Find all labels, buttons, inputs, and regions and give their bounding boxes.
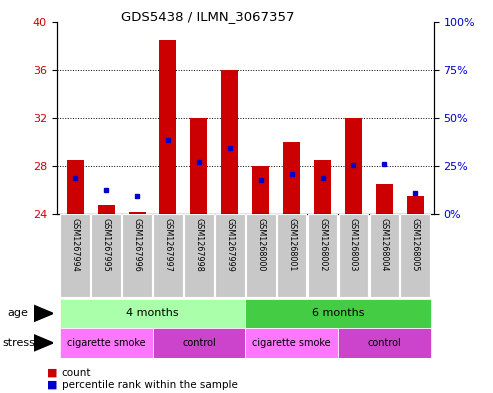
Text: GSM1267997: GSM1267997: [164, 219, 173, 272]
Text: age: age: [7, 309, 28, 318]
Bar: [246, 214, 276, 297]
Text: ■: ■: [47, 367, 57, 378]
Text: GDS5438 / ILMN_3067357: GDS5438 / ILMN_3067357: [121, 10, 294, 23]
Polygon shape: [34, 305, 53, 321]
Text: GSM1267999: GSM1267999: [225, 219, 234, 272]
Text: count: count: [62, 367, 91, 378]
Bar: [407, 196, 424, 214]
Bar: [129, 212, 145, 214]
Text: GSM1268005: GSM1268005: [411, 219, 420, 272]
Bar: [215, 214, 245, 297]
Text: stress: stress: [2, 338, 35, 348]
Bar: [339, 214, 368, 297]
Text: GSM1267996: GSM1267996: [133, 219, 141, 272]
Text: 4 months: 4 months: [126, 309, 179, 318]
Bar: [67, 160, 84, 214]
Text: control: control: [367, 338, 401, 348]
Bar: [60, 328, 152, 358]
Text: cigarette smoke: cigarette smoke: [67, 338, 145, 348]
Bar: [122, 214, 152, 297]
Text: ■: ■: [47, 380, 57, 390]
Text: percentile rank within the sample: percentile rank within the sample: [62, 380, 238, 390]
Bar: [184, 214, 214, 297]
Text: GSM1267994: GSM1267994: [70, 219, 80, 272]
Bar: [370, 214, 399, 297]
Text: GSM1268003: GSM1268003: [349, 219, 358, 272]
Bar: [283, 142, 300, 214]
Text: GSM1268002: GSM1268002: [318, 219, 327, 272]
Bar: [60, 299, 246, 328]
Bar: [153, 214, 183, 297]
Bar: [376, 184, 393, 214]
Bar: [338, 328, 431, 358]
Bar: [152, 328, 246, 358]
Text: 6 months: 6 months: [312, 309, 364, 318]
Bar: [314, 160, 331, 214]
Bar: [61, 214, 90, 297]
Bar: [190, 118, 208, 214]
Polygon shape: [34, 334, 53, 351]
Text: GSM1268000: GSM1268000: [256, 219, 265, 272]
Text: GSM1267998: GSM1267998: [194, 219, 204, 272]
Bar: [245, 328, 338, 358]
Bar: [221, 70, 238, 214]
Bar: [159, 40, 176, 214]
Text: control: control: [182, 338, 216, 348]
Bar: [345, 118, 362, 214]
Text: cigarette smoke: cigarette smoke: [252, 338, 331, 348]
Bar: [277, 214, 307, 297]
Text: GSM1268004: GSM1268004: [380, 219, 389, 272]
Bar: [252, 166, 269, 214]
Bar: [308, 214, 337, 297]
Bar: [245, 299, 431, 328]
Bar: [400, 214, 430, 297]
Bar: [91, 214, 121, 297]
Text: GSM1268001: GSM1268001: [287, 219, 296, 272]
Text: GSM1267995: GSM1267995: [102, 219, 110, 272]
Bar: [98, 204, 115, 214]
